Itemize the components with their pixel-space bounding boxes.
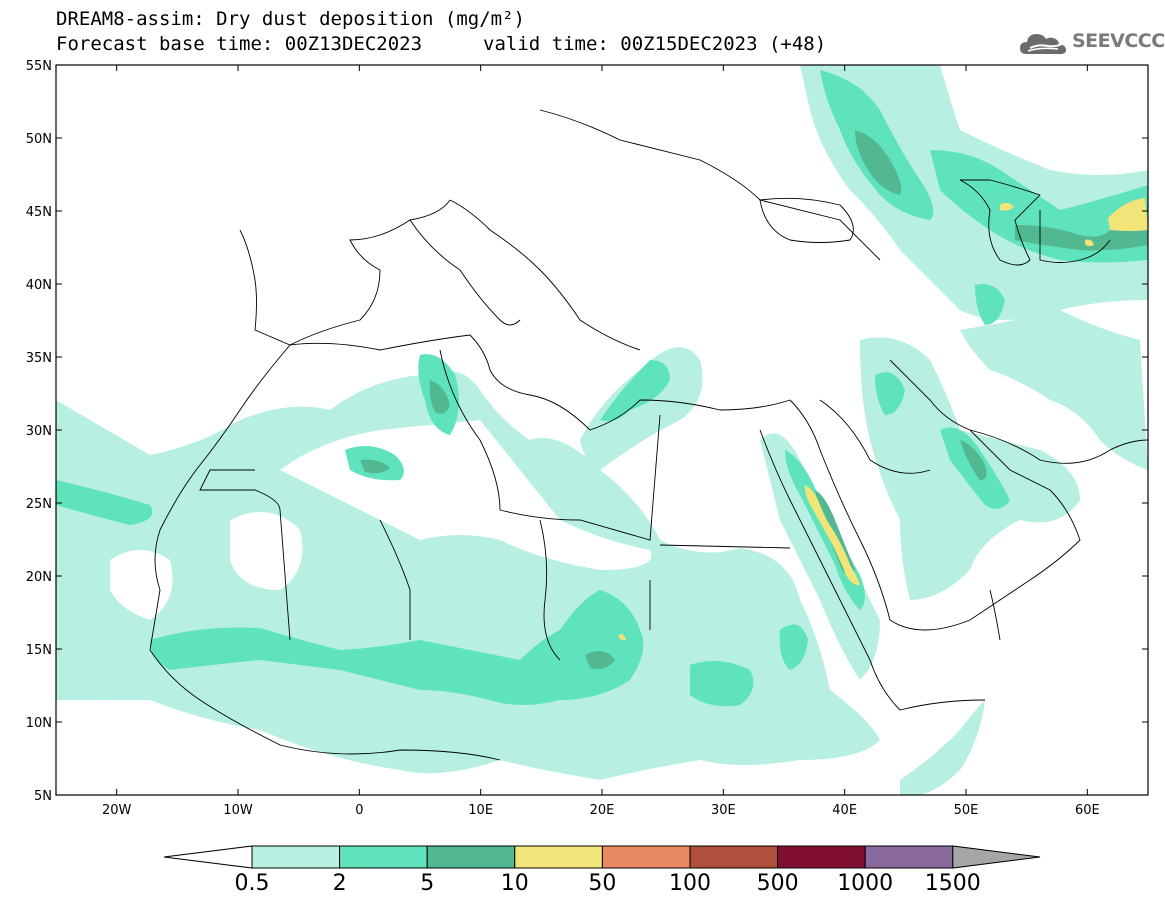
lat-tick-label: 5N bbox=[34, 789, 52, 804]
colorbar: 0.5 2 5 10 50 100 500 1000 1500 bbox=[163, 845, 1041, 896]
colorbar-label: 2 bbox=[333, 871, 347, 896]
colorbar-over-arrow bbox=[952, 845, 1041, 869]
dust-field-libya bbox=[580, 347, 703, 470]
lon-tick-label: 0 bbox=[355, 803, 363, 818]
lat-tick-label: 20N bbox=[26, 570, 52, 585]
lon-tick-label: 20W bbox=[102, 803, 132, 818]
dust-field-max-caspian bbox=[1108, 198, 1148, 231]
lat-tick-label: 30N bbox=[26, 424, 52, 439]
lon-tick-label: 40E bbox=[832, 803, 857, 818]
colorbar-swatch bbox=[864, 845, 954, 869]
colorbar-label: 500 bbox=[757, 871, 799, 896]
colorbar-swatch bbox=[251, 845, 341, 869]
lat-tick-label: 25N bbox=[26, 497, 52, 512]
lat-tick-label: 45N bbox=[26, 205, 52, 220]
dust-field-max-red-sea bbox=[804, 485, 860, 586]
colorbar-label: 50 bbox=[588, 871, 616, 896]
colorbar-label: 100 bbox=[669, 871, 711, 896]
colorbar-label: 10 bbox=[501, 871, 529, 896]
lat-tick-label: 50N bbox=[26, 132, 52, 147]
valid-time: valid time: 00Z15DEC2023 (+48) bbox=[483, 33, 827, 55]
colorbar-swatch bbox=[514, 845, 603, 869]
colorbar-label: 0.5 bbox=[235, 871, 270, 896]
colorbar-swatch bbox=[339, 845, 428, 869]
deposition-fields bbox=[56, 65, 1148, 795]
coastlines-and-borders bbox=[149, 109, 1148, 761]
dust-field-sahel-belt bbox=[150, 590, 644, 705]
dust-field-sahel bbox=[56, 370, 880, 780]
latitude-axis: 55N 50N 45N 40N 35N 30N 25N 20N 15N 10N 5N bbox=[26, 59, 1148, 804]
lat-tick-label: 10N bbox=[26, 716, 52, 731]
colorbar-swatch bbox=[601, 845, 691, 869]
colorbar-label: 1000 bbox=[837, 871, 893, 896]
colorbar-swatch bbox=[777, 845, 866, 869]
dust-field-atlantic bbox=[56, 410, 158, 700]
colorbar-under-arrow bbox=[163, 845, 253, 869]
longitude-axis: 20W 10W 0 10E 20E 30E 40E 50E 60E bbox=[102, 65, 1100, 818]
lon-tick-label: 20E bbox=[590, 803, 615, 818]
lon-tick-label: 60E bbox=[1075, 803, 1100, 818]
colorbar-label: 1500 bbox=[925, 871, 981, 896]
lon-tick-label: 10E bbox=[468, 803, 493, 818]
map-title: DREAM8-assim: Dry dust deposition (mg/m²… bbox=[56, 8, 525, 30]
dust-field-iran bbox=[960, 310, 1148, 470]
lon-tick-label: 10W bbox=[223, 803, 253, 818]
lat-tick-label: 55N bbox=[26, 59, 52, 74]
lon-tick-label: 30E bbox=[711, 803, 736, 818]
colorbar-swatch bbox=[426, 845, 516, 869]
colorbar-label: 5 bbox=[420, 871, 434, 896]
lat-tick-label: 15N bbox=[26, 643, 52, 658]
colorbar-swatch bbox=[689, 845, 779, 869]
lat-tick-label: 35N bbox=[26, 351, 52, 366]
lon-tick-label: 50E bbox=[954, 803, 979, 818]
forecast-base-time: Forecast base time: 00Z13DEC2023 bbox=[56, 33, 423, 55]
logo-text: SEEVCCC bbox=[1072, 30, 1165, 52]
lat-tick-label: 40N bbox=[26, 278, 52, 293]
dust-field-arabia bbox=[760, 433, 880, 680]
cloud-logo-icon bbox=[1020, 34, 1066, 54]
